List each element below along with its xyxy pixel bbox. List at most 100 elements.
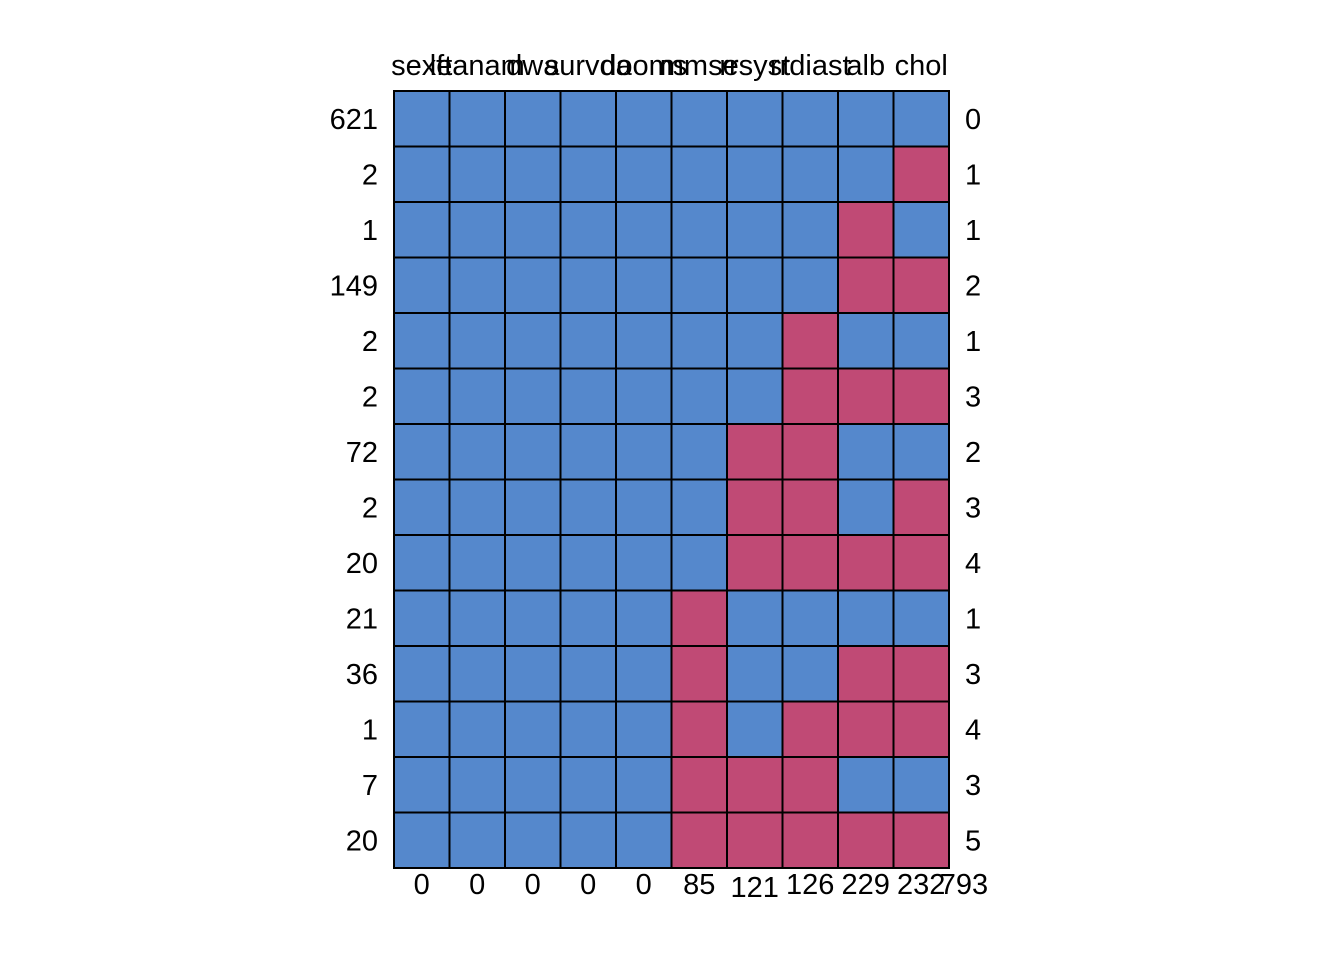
pattern-cell [504,256,562,314]
pattern-cell [670,478,728,536]
pattern-cell [393,201,451,259]
pattern-cell [448,700,506,758]
row-count-label: 2 [362,326,378,358]
pattern-cell [504,756,562,814]
pattern-cell [393,367,451,425]
row-count-label: 2 [362,381,378,413]
pattern-cell [504,367,562,425]
pattern-cell [559,367,617,425]
pattern-cell [670,90,728,148]
column-missing-label: 85 [683,869,715,901]
pattern-cell [615,90,673,148]
pattern-cell [504,201,562,259]
pattern-cell [726,478,784,536]
column-missing-label: 0 [636,869,652,901]
pattern-cell [837,534,895,592]
pattern-cell [670,201,728,259]
row-missing-label: 2 [965,270,981,302]
pattern-cell [837,423,895,481]
pattern-cell [393,312,451,370]
pattern-cell [448,256,506,314]
pattern-cell [837,478,895,536]
pattern-cell [448,811,506,869]
pattern-cell [448,201,506,259]
pattern-cell [892,312,950,370]
pattern-cell [892,423,950,481]
pattern-cell [393,256,451,314]
row-missing-label: 4 [965,548,981,580]
pattern-cell [837,811,895,869]
pattern-cell [837,256,895,314]
pattern-cell [670,756,728,814]
column-missing-labels: 0 0 0 0 0 85 121 126 229 232 [414,869,946,904]
pattern-cell [781,312,839,370]
pattern-cell [837,589,895,647]
pattern-cell [837,700,895,758]
row-missing-label: 1 [965,603,981,635]
row-count-label: 7 [362,770,378,802]
pattern-cell [726,811,784,869]
row-missing-label: 5 [965,825,981,857]
pattern-cell [892,811,950,869]
pattern-cell [726,700,784,758]
pattern-cell [504,700,562,758]
pattern-cell [670,145,728,203]
pattern-cell [504,534,562,592]
row-missing-label: 1 [965,326,981,358]
column-labels: sexelftanamdwasurvdadoomsmmserrsystrrdia… [391,50,948,82]
row-count-label: 20 [346,548,378,580]
pattern-cell [781,478,839,536]
pattern-cell [559,811,617,869]
pattern-cell [615,312,673,370]
pattern-cell [781,423,839,481]
pattern-cell [892,756,950,814]
column-label: mmse [660,50,739,82]
pattern-cell [559,589,617,647]
pattern-cell [781,534,839,592]
pattern-cell [892,367,950,425]
row-missing-label: 1 [965,215,981,247]
pattern-cell [615,534,673,592]
pattern-cell [726,145,784,203]
pattern-cell [892,589,950,647]
column-missing-label: 232 [897,869,945,901]
total-missing-label: 793 [940,869,988,901]
pattern-cell [559,478,617,536]
pattern-cell [892,256,950,314]
pattern-cell [837,756,895,814]
pattern-cell [726,756,784,814]
pattern-cell [726,90,784,148]
row-count-label: 21 [346,603,378,635]
pattern-cell [504,645,562,703]
pattern-cell [726,201,784,259]
pattern-cell [448,645,506,703]
column-label: survda [545,50,633,82]
column-missing-label: 0 [469,869,485,901]
pattern-cell [670,312,728,370]
pattern-cell [504,589,562,647]
pattern-cell [448,589,506,647]
row-missing-label: 2 [965,437,981,469]
column-missing-label: 121 [731,872,779,904]
pattern-cell [559,201,617,259]
pattern-cell [726,645,784,703]
pattern-cell [448,478,506,536]
column-missing-label: 126 [786,869,834,901]
pattern-cell [559,700,617,758]
row-count-label: 2 [362,492,378,524]
row-missing-label: 3 [965,659,981,691]
column-label: lftanam [430,50,525,82]
pattern-cell [670,256,728,314]
row-count-label: 1 [362,714,378,746]
column-missing-label: 0 [414,869,430,901]
pattern-cell [781,256,839,314]
pattern-cell [448,145,506,203]
pattern-cell [837,367,895,425]
pattern-cell [781,645,839,703]
column-missing-label: 0 [580,869,596,901]
row-count-label: 72 [346,437,378,469]
column-label: alb [846,50,885,82]
pattern-cell [559,312,617,370]
pattern-cell [559,756,617,814]
